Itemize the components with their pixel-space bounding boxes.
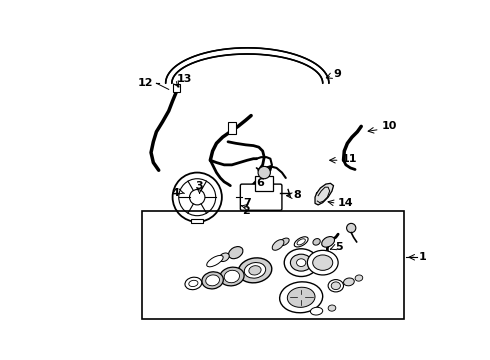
Ellipse shape <box>284 249 318 276</box>
Circle shape <box>258 166 270 179</box>
Ellipse shape <box>206 275 220 286</box>
Ellipse shape <box>331 282 341 289</box>
Ellipse shape <box>355 275 363 281</box>
Ellipse shape <box>245 262 266 278</box>
Ellipse shape <box>228 247 243 259</box>
Text: 4: 4 <box>172 188 179 198</box>
Ellipse shape <box>313 255 333 270</box>
Circle shape <box>190 189 205 205</box>
Text: 6: 6 <box>256 177 264 188</box>
Ellipse shape <box>313 239 320 245</box>
Ellipse shape <box>287 287 315 307</box>
Text: 14: 14 <box>338 198 354 208</box>
Text: 13: 13 <box>176 73 192 84</box>
Bar <box>173 84 179 92</box>
Text: 1: 1 <box>419 252 427 262</box>
Text: 10: 10 <box>382 121 397 131</box>
Bar <box>228 122 236 134</box>
Ellipse shape <box>207 255 223 267</box>
Ellipse shape <box>328 305 336 311</box>
Ellipse shape <box>219 253 229 262</box>
Ellipse shape <box>343 278 354 286</box>
Polygon shape <box>315 183 334 205</box>
Text: 3: 3 <box>196 181 203 191</box>
Ellipse shape <box>272 240 284 250</box>
Text: 2: 2 <box>242 206 249 216</box>
Ellipse shape <box>280 282 323 313</box>
Text: 8: 8 <box>294 190 301 200</box>
Bar <box>255 176 273 191</box>
Ellipse shape <box>291 254 312 271</box>
Ellipse shape <box>296 259 306 266</box>
Ellipse shape <box>238 258 272 283</box>
Ellipse shape <box>297 239 305 245</box>
Ellipse shape <box>294 237 308 247</box>
Ellipse shape <box>189 280 198 287</box>
Ellipse shape <box>202 272 223 289</box>
Bar <box>142 211 404 319</box>
Circle shape <box>346 223 356 233</box>
Ellipse shape <box>249 266 261 275</box>
Ellipse shape <box>185 277 202 290</box>
Text: 7: 7 <box>244 198 251 208</box>
Ellipse shape <box>311 307 323 315</box>
Text: 11: 11 <box>341 154 357 164</box>
Ellipse shape <box>322 237 335 247</box>
Text: 12: 12 <box>138 78 153 88</box>
Text: 9: 9 <box>334 69 342 79</box>
Ellipse shape <box>224 270 240 283</box>
Text: 5: 5 <box>335 242 343 252</box>
Ellipse shape <box>328 280 343 292</box>
Ellipse shape <box>279 238 289 246</box>
Bar <box>191 219 203 223</box>
Ellipse shape <box>307 250 338 275</box>
Ellipse shape <box>220 267 244 286</box>
FancyBboxPatch shape <box>240 184 282 210</box>
